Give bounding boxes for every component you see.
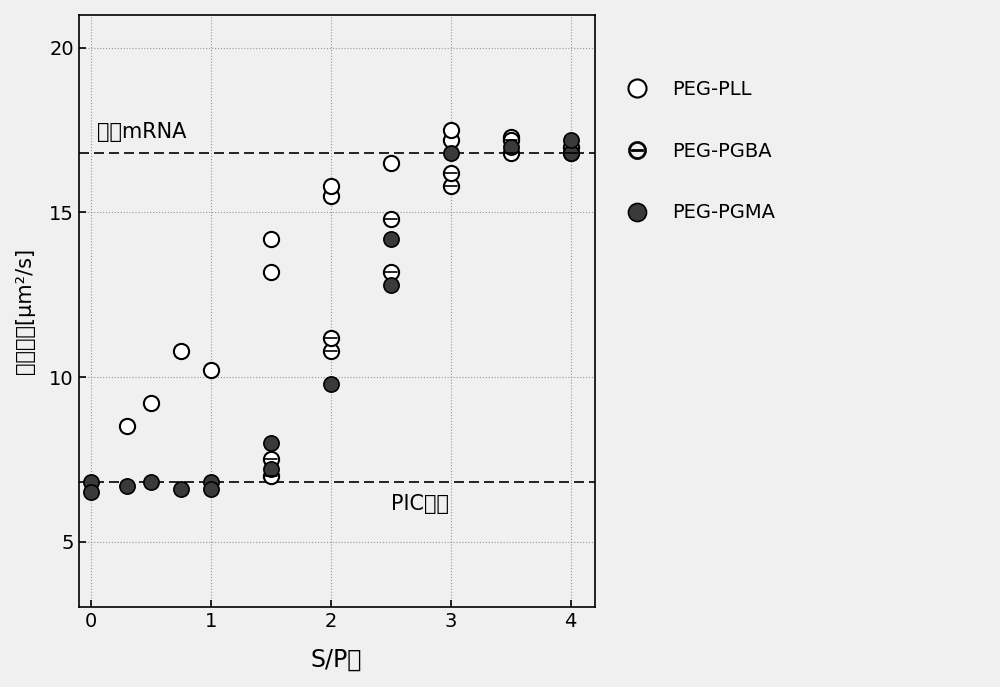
Point (563, 148, 579, 159)
Point (173, 484, 189, 495)
Point (503, 148, 519, 159)
Point (563, 148, 579, 159)
Point (383, 267, 399, 278)
Text: 游离mRNA: 游离mRNA (97, 122, 186, 142)
Point (503, 141, 519, 152)
Y-axis label: 扩散系数[μm²/s]: 扩散系数[μm²/s] (15, 248, 35, 374)
Point (563, 135, 579, 146)
Point (323, 181, 339, 192)
Point (143, 398, 159, 409)
Legend: PEG-PLL, PEG-PGBA, PEG-PGMA: PEG-PLL, PEG-PGBA, PEG-PGMA (609, 72, 782, 230)
Text: PIC胶束: PIC胶束 (391, 494, 449, 514)
Point (263, 471, 279, 482)
Point (203, 484, 219, 495)
Point (443, 125, 459, 136)
Point (323, 190, 339, 201)
Point (83, 487, 99, 498)
Point (383, 234, 399, 245)
Point (323, 378, 339, 389)
Point (443, 168, 459, 179)
Point (143, 477, 159, 488)
X-axis label: S/P比: S/P比 (311, 648, 362, 672)
Point (263, 464, 279, 475)
Point (119, 480, 135, 491)
Point (263, 234, 279, 245)
Point (563, 141, 579, 152)
Point (323, 332, 339, 343)
Point (503, 131, 519, 142)
Point (443, 148, 459, 159)
Point (323, 346, 339, 357)
Point (203, 477, 219, 488)
Point (443, 181, 459, 192)
Point (443, 135, 459, 146)
Point (263, 454, 279, 465)
Point (263, 267, 279, 278)
Point (203, 365, 219, 376)
Point (503, 135, 519, 146)
Point (173, 346, 189, 357)
Point (83, 477, 99, 488)
Point (383, 280, 399, 291)
Point (383, 214, 399, 225)
Point (119, 421, 135, 432)
Point (263, 438, 279, 449)
Point (383, 157, 399, 168)
